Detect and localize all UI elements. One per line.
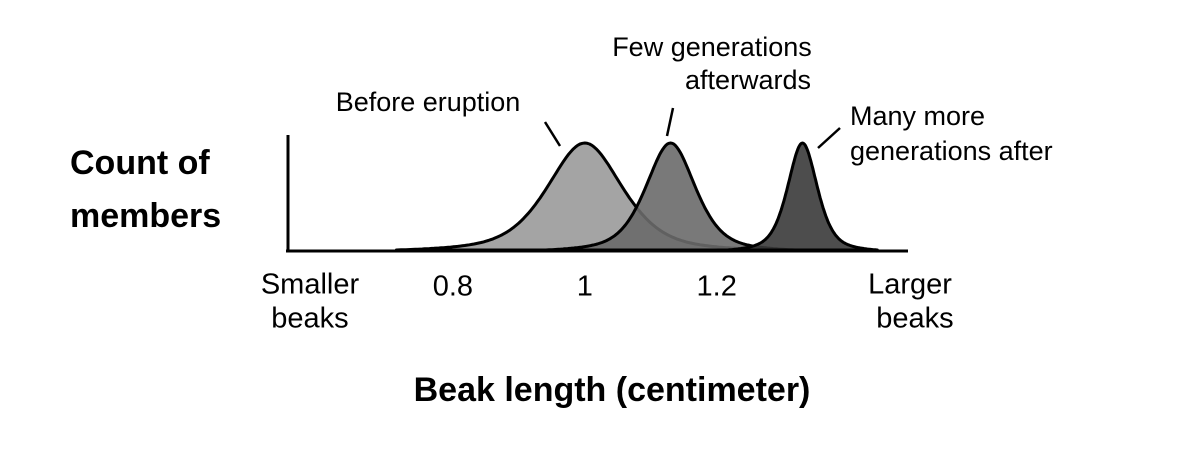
- curve-label: afterwards: [685, 65, 811, 95]
- curve-label: Before eruption: [336, 87, 521, 117]
- leader-line: [543, 121, 562, 147]
- leader-line: [665, 107, 675, 137]
- y-axis-label: Count of: [70, 144, 210, 182]
- x-tick-label: 1.2: [697, 271, 737, 303]
- x-tick-label: 0.8: [433, 271, 473, 303]
- leader-line: [817, 127, 841, 149]
- curve-label: Many more: [850, 101, 985, 131]
- distribution-curve: [726, 141, 879, 252]
- y-axis-label: members: [70, 197, 221, 235]
- curve-label: generations after: [850, 136, 1053, 166]
- x-start-label: beaks: [271, 303, 348, 335]
- x-end-label: Larger: [868, 269, 952, 301]
- x-tick-label: 1: [577, 271, 593, 303]
- curves: [394, 141, 879, 252]
- x-end-label: beaks: [876, 303, 953, 335]
- curve-label: Few generations: [612, 32, 812, 62]
- x-start-label: Smaller: [261, 269, 360, 301]
- x-axis-label: Beak length (centimeter): [414, 371, 811, 409]
